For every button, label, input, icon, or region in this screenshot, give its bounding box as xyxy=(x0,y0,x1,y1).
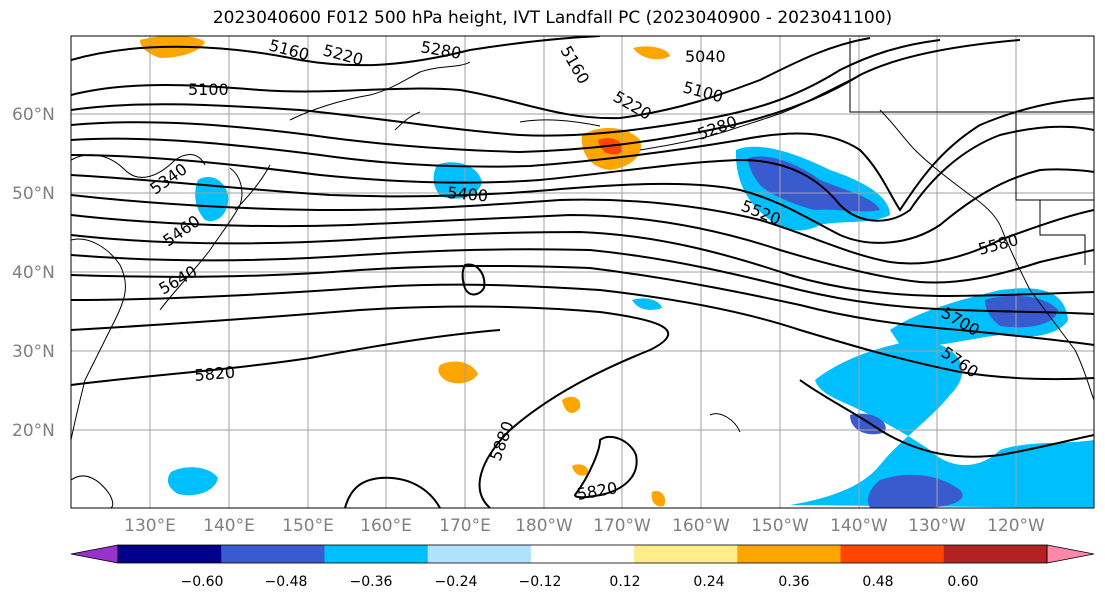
colorbar-extend-low xyxy=(70,544,119,564)
latitude-labels: 60°N 50°N 40°N 30°N 20°N xyxy=(12,105,55,441)
contour-label: 5100 xyxy=(188,80,229,99)
lon-label: 140°W xyxy=(830,516,888,536)
lat-label: 60°N xyxy=(12,105,55,125)
lon-label: 130°E xyxy=(124,516,176,536)
colorbar-segment xyxy=(427,545,532,563)
map-border xyxy=(70,35,1095,509)
lon-label: 140°E xyxy=(203,516,255,536)
lon-label: 150°W xyxy=(751,516,809,536)
ivt-shading xyxy=(140,36,1094,508)
colorbar-tick-label: 0.48 xyxy=(862,574,893,590)
colorbar-ticks: −0.60 −0.48 −0.36 −0.24 −0.12 0.12 0.24 … xyxy=(181,574,979,590)
lat-label: 30°N xyxy=(12,342,55,362)
lon-label: 120°W xyxy=(987,516,1045,536)
lon-label: 180°W xyxy=(515,516,573,536)
colorbar-segment xyxy=(737,545,842,563)
colorbar-tick-label: −0.36 xyxy=(350,574,393,590)
lon-label: 170°W xyxy=(593,516,651,536)
contour-label: 5040 xyxy=(685,47,726,66)
longitude-labels: 130°E 140°E 150°E 160°E 170°E 180°W 170°… xyxy=(124,516,1045,536)
colorbar-tick-label: 0.12 xyxy=(609,574,640,590)
lon-label: 130°W xyxy=(908,516,966,536)
colorbar-segment xyxy=(324,545,429,563)
lon-label: 160°E xyxy=(360,516,412,536)
lon-label: 150°E xyxy=(282,516,334,536)
colorbar-tick-label: 0.24 xyxy=(693,574,724,590)
colorbar-segment xyxy=(943,545,1048,563)
lon-label: 170°E xyxy=(439,516,491,536)
colorbar-segment xyxy=(118,545,222,563)
graticule xyxy=(71,36,1094,508)
lat-label: 20°N xyxy=(12,421,55,441)
colorbar-tick-label: −0.12 xyxy=(519,574,562,590)
colorbar-outline xyxy=(117,544,1048,564)
height-contours xyxy=(71,36,1094,508)
colorbar-segment xyxy=(840,545,945,563)
map-title: 2023040600 F012 500 hPa height, IVT Land… xyxy=(212,8,893,28)
colorbar-segment xyxy=(221,545,325,563)
colorbar-tick-label: −0.48 xyxy=(265,574,308,590)
contour-label: 5820 xyxy=(194,363,236,385)
colorbar-segment xyxy=(634,545,738,563)
colorbar xyxy=(70,544,1095,564)
colorbar-extend-high xyxy=(1046,544,1095,564)
colorbar-tick-label: −0.60 xyxy=(181,574,224,590)
colorbar-tick-label: 0.36 xyxy=(778,574,809,590)
colorbar-segment xyxy=(530,545,635,563)
contour-label: 5400 xyxy=(447,183,489,205)
lon-label: 160°W xyxy=(672,516,730,536)
lat-label: 50°N xyxy=(12,184,55,204)
colorbar-tick-label: −0.24 xyxy=(435,574,478,590)
lat-label: 40°N xyxy=(12,263,55,283)
colorbar-tick-label: 0.60 xyxy=(947,574,978,590)
